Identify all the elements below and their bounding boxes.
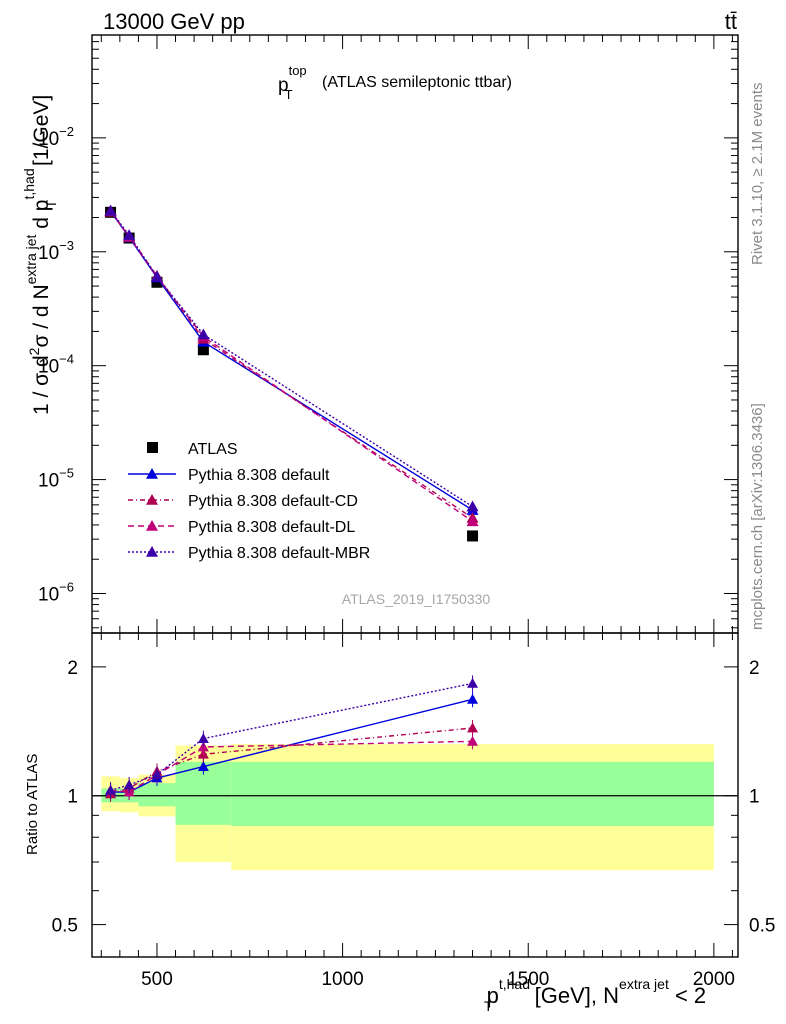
y-tick-label-3: 10−3 <box>38 238 74 264</box>
legend-item-mbr: Pythia 8.308 default-MBR <box>128 545 370 562</box>
point-mbr-1 <box>123 229 136 240</box>
x-axis-label: pt,had T [GeV], Nextra jet < 2 <box>484 976 706 1014</box>
legend: ATLAS Pythia 8.308 default Pythia 8.308 de… <box>128 441 370 562</box>
series-mbr <box>104 204 479 512</box>
analysis-watermark: ATLAS_2019_I1750330 <box>342 591 491 607</box>
ratio-uncertainty-bands <box>101 744 714 871</box>
legend-marker-cd <box>146 494 158 505</box>
ratio-series-group <box>105 675 479 802</box>
point-mbr-3 <box>197 328 210 340</box>
legend-marker-dl <box>146 520 158 531</box>
series-line-default <box>109 210 473 511</box>
ratio-y-tick-label-left-2: 2 <box>67 658 78 679</box>
ratio-y-axis-label: Ratio to ATLAS <box>24 754 41 855</box>
y-tick-label-4: 10−2 <box>38 124 74 150</box>
y-tick-label-1: 10−5 <box>38 466 74 492</box>
legend-label-dl: Pythia 8.308 default-DL <box>188 519 355 536</box>
series-line-mbr <box>110 210 473 508</box>
legend-item-cd: Pythia 8.308 default-CD <box>128 493 358 510</box>
point-dl-4 <box>466 515 479 527</box>
mcplots-label: mcplots.cern.ch [arXiv:1306.3436] <box>749 403 766 630</box>
ratio-point-mbr-4 <box>467 677 479 688</box>
ratio-point-default-4 <box>467 693 479 704</box>
ratio-y-tick-label-right-2: 2 <box>749 658 760 679</box>
axis-tick-labels: 500 1000 1500 2000 10−6 10−5 10−4 10−3 10−2 0.5 0.… <box>38 124 775 990</box>
legend-marker-default <box>146 468 158 479</box>
ratio-point-dl-4 <box>467 735 479 746</box>
ratio-y-tick-label-left-0: 0.5 <box>52 916 78 937</box>
x-tick-label-3: 2000 <box>693 969 735 990</box>
axis-ticks <box>92 34 738 957</box>
ratio-point-mbr-0 <box>105 784 117 795</box>
title-sub: T <box>285 87 293 102</box>
point-mbr-0 <box>104 204 117 216</box>
y-tick-label-2: 10−4 <box>38 352 74 378</box>
ratio-y-tick-label-right-0: 0.5 <box>749 916 775 937</box>
title-base: p <box>278 75 289 96</box>
x-tick-label-2: 1500 <box>507 969 549 990</box>
ratio-point-mbr-1 <box>123 779 135 790</box>
plot-frames <box>91 34 739 958</box>
plot-title: ptop T <box>278 63 307 102</box>
legend-label-default: Pythia 8.308 default <box>188 467 330 484</box>
legend-marker-data <box>147 442 158 453</box>
ratio-series-mbr <box>105 675 479 799</box>
rivet-label: Rivet 3.1.10, ≥ 2.1M events <box>749 83 766 266</box>
y-tick-label-0: 10−6 <box>38 579 74 605</box>
legend-item-default: Pythia 8.308 default <box>128 467 330 484</box>
energy-label: 13000 GeV pp <box>103 9 245 34</box>
point-mbr-2 <box>150 270 163 282</box>
ratio-point-mbr-3 <box>197 733 209 743</box>
inner-band-2 <box>138 783 176 807</box>
legend-item-data: ATLAS <box>147 441 238 458</box>
point-mbr-4 <box>466 500 479 512</box>
main-series-group <box>104 204 479 542</box>
legend-item-dl: Pythia 8.308 default-DL <box>128 519 355 536</box>
legend-label-cd: Pythia 8.308 default-CD <box>188 493 358 510</box>
x-tick-label-1: 1000 <box>321 969 363 990</box>
legend-label-mbr: Pythia 8.308 default-MBR <box>188 545 370 562</box>
main-y-axis-label: 1 / σ d2σ / d Nextra jet d pt,hadT [1/Ge… <box>21 95 59 415</box>
legend-label-data: ATLAS <box>188 441 238 458</box>
point-data-3 <box>197 344 209 356</box>
inner-band-4 <box>231 761 714 826</box>
ratio-point-default-3 <box>197 761 209 771</box>
ratio-point-mbr-2 <box>151 769 163 780</box>
process-label: tt̄ <box>725 9 737 34</box>
main-frame <box>91 34 739 634</box>
plot-title-rest: (ATLAS semileptonic ttbar) <box>322 74 512 91</box>
ratio-y-tick-label-left-1: 1 <box>67 787 78 808</box>
point-data-4 <box>467 530 479 542</box>
x-tick-label-0: 500 <box>141 969 173 990</box>
ratio-y-tick-label-right-1: 1 <box>749 787 760 808</box>
ratio-frame <box>91 632 739 958</box>
legend-marker-mbr <box>146 546 158 557</box>
ratio-point-cd-4 <box>467 722 479 733</box>
title-sup: top <box>289 63 307 78</box>
series-data <box>105 206 479 542</box>
